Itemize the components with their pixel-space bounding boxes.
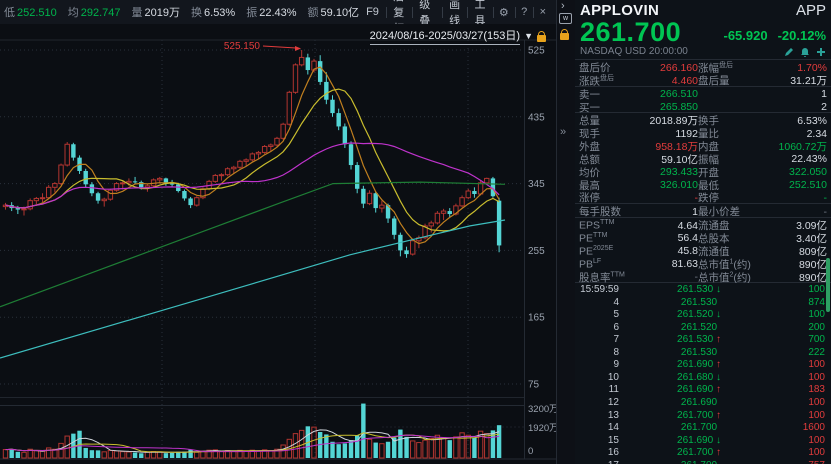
change-value: -65.920	[723, 28, 768, 43]
tick-row: 15 261.690 ↓ 100	[607, 434, 825, 446]
lock-icon[interactable]	[537, 30, 546, 42]
svg-text:525.150: 525.150	[224, 41, 261, 52]
stat-量: 量 2019万	[131, 7, 181, 19]
quote-row: 涨停 - 跌停 -	[575, 190, 831, 204]
stock-code: APP	[795, 2, 826, 19]
svg-text:75: 75	[528, 379, 540, 390]
panel-divider-strip: › w »	[556, 0, 576, 464]
quote-row: EPSTTM 4.64 流通盘 3.09亿	[579, 219, 827, 233]
stock-name: APPLOVIN	[580, 2, 660, 19]
svg-text:3200万: 3200万	[528, 404, 556, 415]
wp-window-icon[interactable]: w	[559, 13, 572, 24]
quote-row: 总额 59.10亿 振幅 22.43%	[579, 153, 827, 166]
tick-row: 11 261.690 ↑ 183	[608, 384, 825, 396]
close-icon[interactable]: ×	[539, 6, 547, 18]
svg-text:0: 0	[528, 446, 533, 457]
stat-均: 均 292.747	[67, 7, 121, 19]
time-and-sales-list[interactable]: 15:59:59 261.530 ↓ 100 4 261.530 874 5 261.520 …	[575, 283, 831, 464]
scrollbar-thumb[interactable]	[826, 258, 830, 312]
quote-row: PBLF 81.63 总市值1(约) 890亿	[579, 257, 827, 271]
chevron-right-icon[interactable]: ›	[561, 0, 565, 12]
price-change: -65.920 -20.12%	[723, 28, 826, 45]
svg-text:435: 435	[528, 112, 545, 123]
stat-额: 额 59.10亿	[307, 7, 360, 19]
ohlc-stats: 低 252.510 均 292.747 量 2019万换 6.53% 振 22.43% 额 59.1…	[0, 4, 359, 20]
tick-row: 14 261.700 1600	[607, 422, 825, 434]
svg-text:525: 525	[528, 46, 545, 57]
chart-topbar: 低 252.510 均 292.747 量 2019万换 6.53% 振 22.43% 额 59.1…	[0, 0, 556, 43]
tick-row: 5 261.520 ↓ 100	[613, 309, 825, 321]
change-percent: -20.12%	[777, 28, 826, 43]
alert-bell-icon[interactable]	[800, 47, 810, 57]
stat-低: 低 252.510	[4, 7, 57, 19]
unlock-icon[interactable]	[560, 29, 569, 40]
quote-row: 每手股数 1 最小价差 -	[575, 204, 831, 218]
quote-row: 均价 293.433 开盘 322.050	[579, 166, 827, 179]
gear-icon[interactable]: ⚙	[498, 6, 509, 19]
stat-换: 换 6.53%	[191, 7, 236, 19]
tick-row: 8 261.530 222	[613, 346, 825, 358]
quote-row: 外盘 958.18万 内盘 1060.72万	[579, 141, 827, 154]
quote-row: 总量 2018.89万 换手 6.53%	[579, 114, 827, 128]
date-range-row: 2024/08/16-2025/03/27(153日) ▼	[0, 27, 546, 45]
svg-text:345: 345	[528, 179, 545, 190]
tick-row: 16 261.700 ↑ 100	[607, 447, 825, 459]
tick-row: 10 261.680 ↓ 100	[607, 371, 825, 383]
toolbar-item-画线[interactable]: 画线	[449, 0, 461, 27]
svg-text:255: 255	[528, 246, 545, 257]
tick-row: 9 261.690 ↑ 100	[613, 359, 825, 371]
quote-grid: 盘后价 266.160 涨幅盘后 1.70% 涨跌盘后 4.460 盘后量 31.21万 卖一 2…	[575, 59, 831, 284]
tick-row: 13 261.700 ↑ 100	[607, 409, 825, 421]
quote-row: 现手 1192 量比 2.34	[579, 127, 827, 141]
date-range[interactable]: 2024/08/16-2025/03/27(153日)	[369, 27, 521, 45]
quote-row: PE2025E 45.8 流通值 809亿	[579, 245, 827, 258]
quote-row: 涨跌盘后 4.460 盘后量 31.21万	[575, 73, 831, 87]
svg-text:1920万: 1920万	[528, 423, 556, 434]
quote-row: 买一 265.850 2	[575, 100, 831, 114]
add-plus-icon[interactable]	[816, 47, 826, 57]
edit-pencil-icon[interactable]	[784, 47, 794, 57]
quote-panel: APPLOVIN APP 261.700 -65.920 -20.12% NAS…	[575, 0, 831, 464]
exchange-info: NASDAQ USD 20:00:00	[580, 46, 688, 57]
tick-row: 6 261.520 200	[613, 321, 825, 333]
tick-row: 7 261.530 ↑ 700	[613, 334, 825, 346]
collapse-panel-icon[interactable]: »	[560, 126, 567, 138]
candlestick-chart[interactable]: 525 435 345 255 165 75 3200万 1920万 0 525.150	[0, 24, 556, 464]
tick-row: 4 261.530 874	[613, 296, 825, 308]
quote-row: 股息率TTM - 总市值2(约) 890亿	[575, 270, 831, 284]
quote-row: 卖一 266.510 1	[579, 88, 827, 101]
toolbar-item-工具[interactable]: 工具	[474, 0, 486, 27]
quote-row: 盘后价 266.160 涨幅盘后 1.70%	[579, 61, 827, 75]
tick-row: 12 261.690 100	[607, 397, 825, 409]
quote-row: PETTM 56.4 总股本 3.40亿	[579, 232, 827, 245]
toolbar-item-F9[interactable]: F9	[366, 6, 379, 18]
chevron-down-icon[interactable]: ▼	[524, 31, 533, 41]
svg-text:165: 165	[528, 313, 545, 324]
last-price: 261.700	[580, 17, 682, 47]
quote-row: 最高 326.010 最低 252.510	[579, 179, 827, 192]
stat-振: 振 22.43%	[246, 7, 297, 19]
tick-row: 17261.700757	[575, 459, 831, 464]
help-icon[interactable]: ?	[521, 6, 528, 18]
tick-row: 15:59:59 261.530 ↓ 100	[580, 284, 825, 296]
